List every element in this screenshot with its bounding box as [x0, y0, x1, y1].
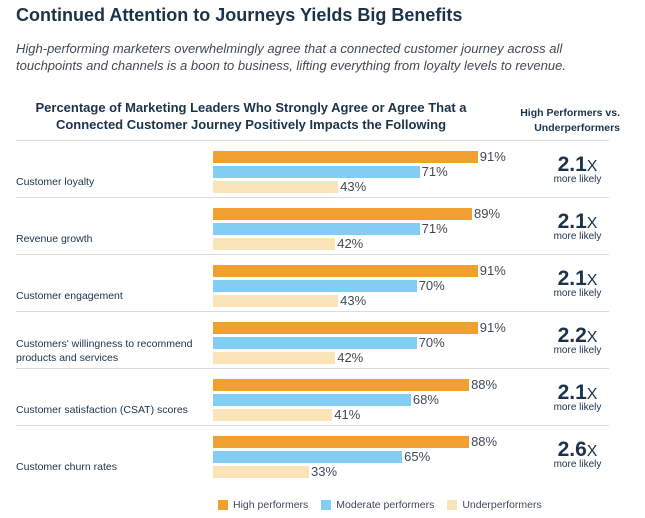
ratio-callout: 2.1X more likely: [540, 153, 615, 185]
bar-moderate: [213, 451, 403, 463]
ratio-suffix: X: [586, 386, 598, 403]
bar-moderate: [213, 166, 420, 178]
ratio-callout: 2.1X more likely: [540, 267, 615, 299]
legend-swatch-under: [447, 500, 458, 510]
legend-swatch-moderate: [321, 500, 332, 510]
ratio-value: 2.6X: [557, 438, 598, 461]
ratio-callout: 2.1X more likely: [540, 210, 615, 242]
chart-legend: High performers Moderate performers Unde…: [218, 499, 555, 511]
bar-high: [213, 208, 472, 220]
group-divider: [16, 140, 609, 141]
value-label: 71%: [421, 221, 448, 236]
value-label: 70%: [418, 335, 445, 350]
value-label: 88%: [471, 377, 498, 392]
value-label: 41%: [334, 407, 361, 422]
page-title: Continued Attention to Journeys Yields B…: [16, 5, 463, 25]
group-divider: [16, 425, 609, 426]
bar-moderate: [213, 394, 411, 406]
chart-title: Percentage of Marketing Leaders Who Stro…: [35, 100, 467, 132]
ratio-value: 2.1X: [557, 210, 598, 233]
value-label: 89%: [473, 206, 501, 221]
value-label: 91%: [479, 149, 506, 164]
ratio-caption: more likely: [553, 174, 602, 185]
ratio-value: 2.1X: [557, 267, 598, 290]
group-divider: [16, 254, 609, 255]
value-label: 43%: [340, 293, 367, 308]
value-label: 42%: [337, 236, 364, 251]
ratio-caption: more likely: [553, 345, 602, 356]
value-label: 43%: [340, 179, 367, 194]
ratio-value: 2.2X: [557, 324, 598, 347]
legend-item-moderate: Moderate performers: [321, 499, 434, 511]
legend-label-moderate: Moderate performers: [336, 499, 435, 511]
ratio-suffix: X: [586, 215, 598, 232]
bar-under: [213, 295, 339, 307]
category-label: Customer loyalty: [16, 176, 95, 188]
ratio-suffix: X: [586, 329, 598, 346]
value-label: 91%: [479, 320, 506, 335]
value-label: 33%: [311, 464, 338, 479]
ratio-value: 2.1X: [557, 381, 598, 404]
bar-under: [213, 181, 339, 193]
ratio-value: 2.1X: [557, 153, 598, 176]
bar-high: [213, 151, 478, 163]
category-label: Customers' willingness to recommend prod…: [16, 338, 193, 364]
bar-moderate: [213, 337, 417, 349]
value-label: 42%: [337, 350, 364, 365]
category-label: Customer satisfaction (CSAT) scores: [16, 404, 188, 416]
ratio-suffix: X: [586, 443, 598, 460]
group-divider: [16, 368, 609, 369]
category-label: Customer engagement: [16, 290, 123, 302]
bar-high: [213, 436, 470, 448]
bar-moderate: [213, 223, 420, 235]
value-label: 65%: [404, 449, 431, 464]
ratio-column-heading: High Performers vs. Underperformers: [520, 107, 620, 134]
bar-under: [213, 466, 310, 478]
value-label: 91%: [479, 263, 506, 278]
ratio-caption: more likely: [553, 402, 602, 413]
bar-under: [213, 238, 336, 250]
ratio-caption: more likely: [553, 288, 602, 299]
ratio-suffix: X: [586, 158, 598, 175]
bar-under: [213, 409, 333, 421]
legend-swatch-high: [218, 500, 228, 510]
bar-moderate: [213, 280, 417, 292]
page-subtitle: High-performing marketers overwhelmingly…: [16, 41, 566, 73]
legend-label-high: High performers: [233, 499, 309, 511]
legend-item-high: High performers: [218, 499, 308, 511]
ratio-caption: more likely: [553, 231, 602, 242]
category-label: Customer churn rates: [16, 461, 117, 473]
legend-label-under: Underperformers: [462, 499, 542, 511]
ratio-callout: 2.6X more likely: [540, 438, 615, 470]
bar-high: [213, 265, 478, 277]
value-label: 88%: [471, 434, 498, 449]
bar-under: [213, 352, 336, 364]
ratio-callout: 2.1X more likely: [540, 381, 615, 413]
value-label: 70%: [418, 278, 445, 293]
ratio-caption: more likely: [553, 459, 602, 470]
value-label: 71%: [421, 164, 448, 179]
bar-high: [213, 379, 470, 391]
bar-high: [213, 322, 478, 334]
category-label: Revenue growth: [16, 233, 93, 245]
group-divider: [16, 197, 609, 198]
ratio-callout: 2.2X more likely: [540, 324, 615, 356]
legend-item-under: Underperformers: [447, 499, 542, 511]
ratio-suffix: X: [586, 272, 598, 289]
group-divider: [16, 311, 609, 312]
value-label: 68%: [412, 392, 439, 407]
